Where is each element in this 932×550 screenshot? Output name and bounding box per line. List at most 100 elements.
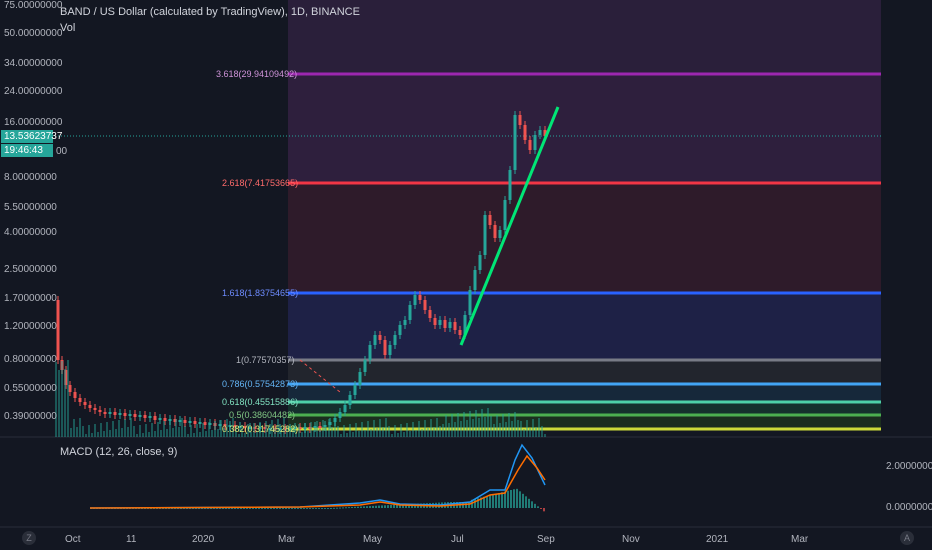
fib-level-lines[interactable] <box>288 72 881 431</box>
macd-histogram-bar <box>510 490 512 508</box>
volume-bar <box>196 424 198 437</box>
volume-bar <box>349 424 351 437</box>
macd-histogram-bar <box>474 499 476 508</box>
macd-histogram-bar <box>357 506 359 508</box>
volume-bar <box>382 427 384 437</box>
volume-bar <box>511 421 513 437</box>
volume-bar <box>376 428 378 437</box>
candle-body <box>403 320 407 325</box>
macd-histogram-bar <box>366 506 368 508</box>
volume-bar <box>439 426 441 437</box>
volume-bar <box>199 432 201 437</box>
fib-label-0618: 0.618(0.45515886) <box>222 397 299 407</box>
volume-bar <box>508 413 510 437</box>
fib-band-1-0786 <box>288 360 881 384</box>
candle-body <box>268 428 272 430</box>
macd-histogram-bar <box>252 508 254 509</box>
candle-body <box>163 418 167 421</box>
candle-body <box>188 421 192 423</box>
volume-bar <box>544 434 546 437</box>
candle-body <box>218 424 222 426</box>
volume-bar <box>406 423 408 437</box>
volume-bar <box>148 432 150 437</box>
macd-histogram-bar <box>360 506 362 508</box>
volume-bar <box>517 420 519 437</box>
candle-body <box>443 320 447 328</box>
candle-body <box>213 423 217 426</box>
macd-histogram-bar <box>243 508 245 509</box>
macd-histogram-bar <box>144 508 146 509</box>
macd-histogram-bar <box>399 504 401 508</box>
candle-body <box>528 140 532 150</box>
candle-body <box>223 424 227 426</box>
macd-histogram-bar <box>327 508 329 509</box>
macd-histogram-bar <box>306 508 308 509</box>
volume-bar <box>361 422 363 437</box>
volume-bar <box>313 430 315 437</box>
volume-bar <box>94 424 96 437</box>
candlestick-series[interactable] <box>56 111 547 434</box>
candle-body <box>293 427 297 429</box>
volume-bar <box>325 428 327 437</box>
candle-body <box>123 413 127 416</box>
volume-bar <box>193 433 195 437</box>
volume-bar <box>235 426 237 437</box>
price-axis-label: 50.00000000 <box>4 28 63 39</box>
candle-body <box>143 415 147 418</box>
candle-body <box>133 414 137 417</box>
candle-body <box>398 325 402 335</box>
volume-bar <box>430 419 432 437</box>
macd-histogram-bar <box>303 508 305 509</box>
candle-body <box>433 318 437 325</box>
candle-body <box>543 130 547 136</box>
last-price-tag: 13.53623737 <box>1 130 62 143</box>
timezone-button[interactable]: Z <box>22 531 36 545</box>
volume-bar <box>202 423 204 437</box>
candle-body <box>458 330 462 335</box>
fib-label-1618: 1.618(1.83754655) <box>222 288 299 298</box>
macd-histogram-bar <box>186 508 188 509</box>
volume-bar <box>190 425 192 437</box>
volume-bar <box>61 361 63 437</box>
candle-body <box>173 419 177 422</box>
volume-bar <box>424 420 426 437</box>
candle-body <box>238 426 242 428</box>
macd-histogram-bar <box>300 508 302 509</box>
volume-bar <box>316 421 318 437</box>
macd-histogram-bar <box>168 508 170 509</box>
macd-histogram-bar <box>312 508 314 509</box>
volume-bar <box>118 420 120 437</box>
price-axis-partial-label: 00 <box>56 146 68 157</box>
price-axis-label: 75.00000000 <box>4 0 63 11</box>
volume-bar <box>136 434 138 437</box>
macd-histogram-bar <box>294 508 296 509</box>
price-axis-label: 0.39000000 <box>4 411 57 422</box>
macd-histogram-bar <box>171 508 173 509</box>
trend-line[interactable] <box>459 106 560 346</box>
candle-body <box>313 426 317 428</box>
time-axis-label: Jul <box>451 534 464 545</box>
candle-body <box>193 421 197 424</box>
volume-bar <box>232 418 234 437</box>
volume-bar <box>265 421 267 437</box>
time-axis-label: Sep <box>537 534 555 545</box>
volume-bar <box>100 423 102 437</box>
candle-body <box>503 200 507 230</box>
candle-body <box>348 395 352 405</box>
volume-bar <box>319 429 321 437</box>
candle-body <box>488 215 492 225</box>
time-axis-label: Oct <box>65 534 81 545</box>
auto-scale-button[interactable]: A <box>900 531 914 545</box>
macd-histogram-bar <box>495 493 497 508</box>
fib-anchor-line <box>299 359 341 393</box>
volume-bar <box>385 418 387 437</box>
macd-histogram-bar <box>219 508 221 509</box>
volume-bar <box>298 424 300 437</box>
macd-histogram-bar <box>225 508 227 509</box>
macd-histogram-bar <box>540 508 542 509</box>
volume-bar <box>391 434 393 437</box>
candle-body <box>278 428 282 430</box>
macd-histogram-bar <box>393 504 395 508</box>
volume-bar <box>226 419 228 437</box>
